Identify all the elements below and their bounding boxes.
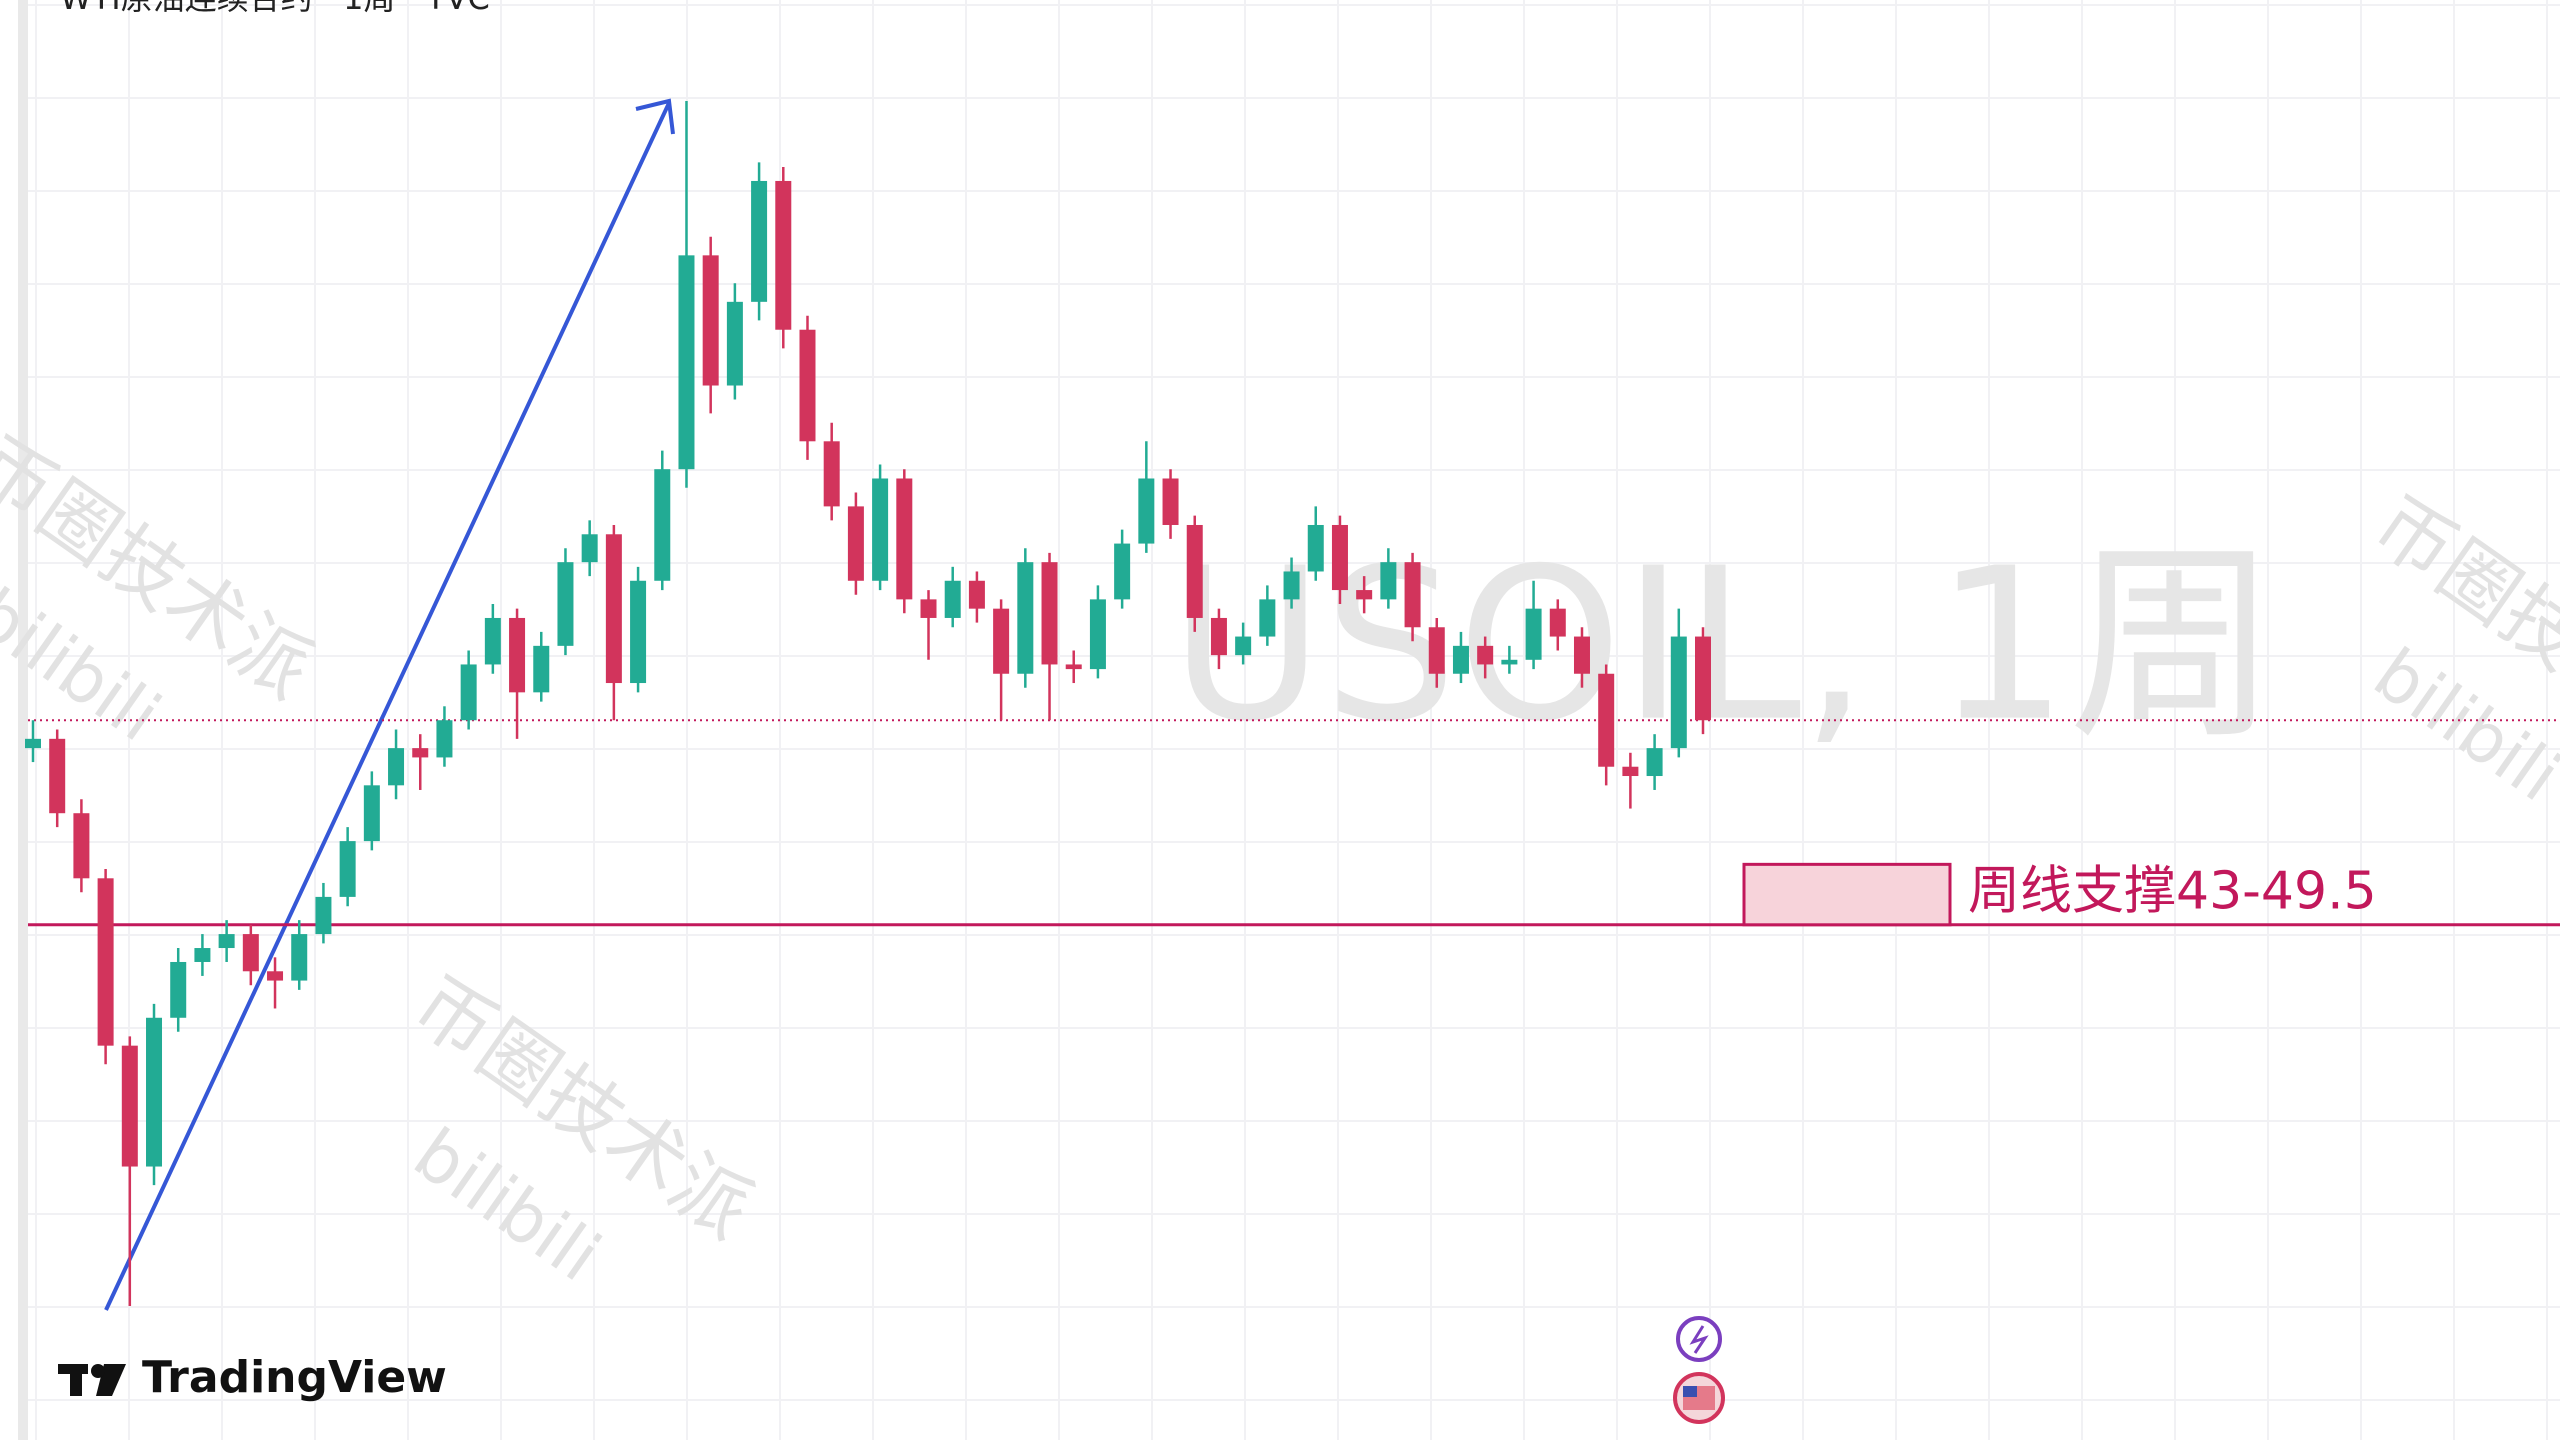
candle-body — [1477, 645, 1494, 665]
candle-body — [1598, 673, 1615, 767]
candle-body — [751, 180, 768, 302]
candle-body — [920, 599, 937, 618]
event-icons[interactable] — [1673, 1316, 1725, 1424]
candle-body — [1041, 562, 1058, 665]
flag-canton — [1683, 1386, 1697, 1397]
candle-body — [702, 255, 719, 386]
logo-mark — [91, 1364, 105, 1378]
candle-body — [315, 896, 332, 935]
candle-body — [242, 934, 259, 972]
candle-body — [1162, 478, 1179, 525]
candle-body — [775, 180, 792, 330]
candle-body — [460, 664, 477, 721]
candle-body — [218, 934, 235, 949]
candle-body — [1210, 617, 1227, 656]
candle-body — [533, 645, 550, 693]
candle-body — [412, 748, 429, 758]
candle-body — [1065, 664, 1082, 670]
candle-body — [1549, 608, 1566, 637]
candle-body — [630, 580, 647, 684]
candle-body — [872, 478, 889, 581]
candle-body — [194, 948, 211, 962]
candle-body — [1138, 478, 1155, 544]
candle-body — [1380, 562, 1397, 600]
support-label: 周线支撑43-49.5 — [1968, 862, 2377, 922]
chart-title: WTI原油连续合约 · 1周 · TVC — [60, 0, 490, 17]
candle-body — [73, 813, 90, 879]
symbol-watermark: USOIL, 1周 — [1170, 523, 2278, 768]
candle-body — [1259, 599, 1276, 637]
candle-body — [799, 329, 816, 442]
candle-body — [1404, 562, 1421, 628]
candle-body — [97, 878, 114, 1046]
candle-body — [1283, 571, 1300, 600]
candle-body — [896, 478, 913, 600]
candle-body — [605, 534, 622, 684]
candle-body — [509, 617, 526, 693]
candle-body — [291, 934, 308, 981]
candle-body — [993, 608, 1010, 674]
candle-body — [25, 738, 41, 749]
support-zone — [1742, 862, 1952, 927]
candle-body — [1695, 636, 1711, 721]
tradingview-logo: TradingView — [58, 1352, 447, 1403]
candle-body — [339, 841, 356, 897]
candle-body — [968, 580, 985, 609]
candle-body — [726, 301, 743, 386]
candle-body — [1573, 636, 1590, 674]
candle-body — [944, 580, 961, 618]
candle-body — [1501, 659, 1518, 665]
candle-body — [1017, 562, 1034, 674]
left-edge — [18, 0, 28, 1440]
candle-body — [823, 441, 840, 507]
candle-body — [170, 961, 187, 1018]
candle-body — [1089, 599, 1106, 670]
trend-arrow — [104, 102, 671, 1311]
plot: 周线支撑43-49.5 — [25, 101, 2560, 1306]
candle-body — [847, 506, 864, 581]
candle-body — [1235, 636, 1252, 656]
candle-body — [654, 469, 671, 581]
flash-glyph — [1689, 1325, 1709, 1354]
candle-body — [581, 534, 598, 563]
candle-body — [1670, 636, 1687, 749]
candle-body — [1356, 590, 1373, 600]
candle-body — [121, 1045, 138, 1167]
candle-body — [146, 1017, 163, 1167]
candle-body — [1114, 543, 1131, 600]
candle-body — [484, 617, 501, 665]
candle-body — [1307, 524, 1324, 572]
candle-body — [1452, 645, 1469, 674]
candle-body — [1646, 748, 1663, 777]
candle-body — [49, 738, 66, 814]
logo-mark — [70, 1364, 82, 1396]
candle-body — [436, 720, 453, 758]
logo-text: TradingView — [142, 1352, 447, 1403]
candle-body — [678, 255, 695, 470]
candle-body — [557, 562, 574, 646]
candle-body — [363, 785, 380, 842]
candle-body — [1525, 608, 1542, 660]
candle-body — [1622, 766, 1639, 777]
candle-body — [267, 971, 284, 981]
arrow-head — [635, 98, 675, 135]
candle-body — [1331, 524, 1348, 591]
candle-body — [1186, 524, 1203, 618]
candle-body — [388, 748, 405, 786]
candle-body — [1428, 627, 1445, 674]
